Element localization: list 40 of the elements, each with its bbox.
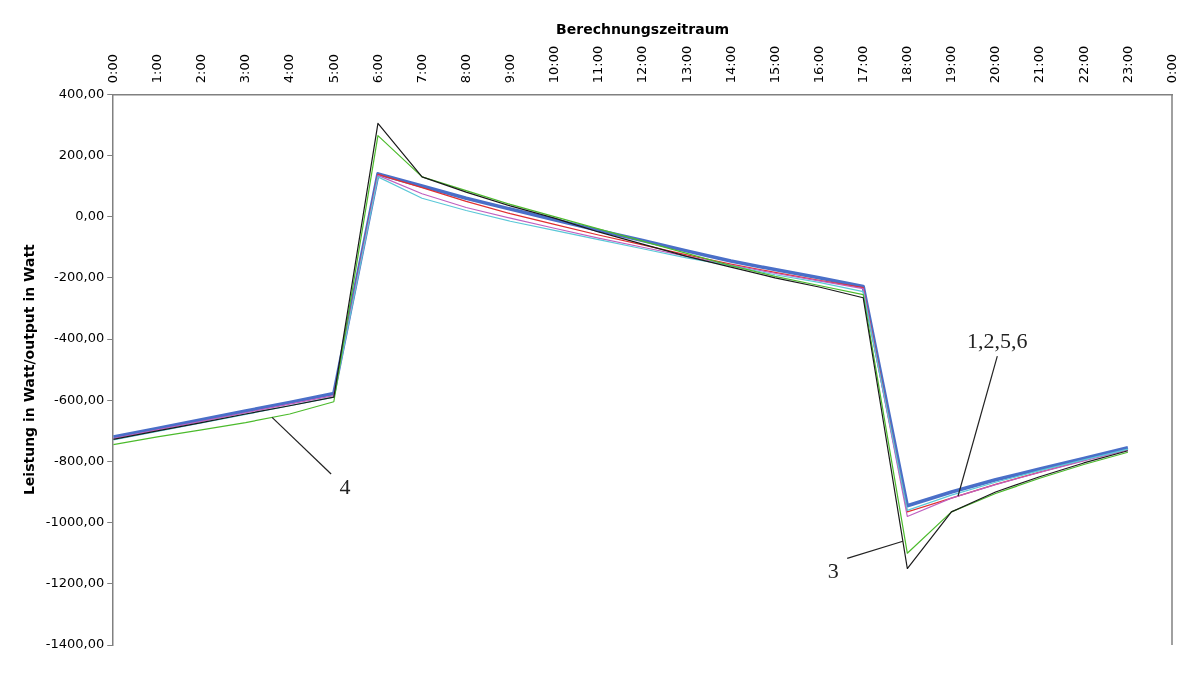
annotation: 4	[339, 473, 351, 499]
y-tick-label: -200,00	[54, 269, 105, 285]
x-tick-label: 17:00	[854, 45, 870, 84]
x-tick-label: 0:00	[105, 54, 121, 84]
x-tick-label: 7:00	[413, 54, 429, 84]
y-tick-label: 200,00	[58, 146, 105, 162]
x-tick-label: 16:00	[810, 45, 826, 84]
x-tick-label: 8:00	[457, 54, 473, 84]
x-tick-label: 6:00	[369, 54, 385, 84]
x-tick-label: 14:00	[722, 45, 738, 84]
x-tick-label: 19:00	[943, 45, 959, 84]
y-tick-label: -1400,00	[45, 636, 105, 652]
x-tick-label: 4:00	[281, 54, 297, 84]
x-tick-label: 3:00	[237, 54, 253, 84]
y-tick-label: -800,00	[54, 452, 105, 468]
x-tick-label: 5:00	[325, 54, 341, 84]
x-tick-label: 22:00	[1075, 45, 1091, 84]
y-tick-label: 0,00	[75, 208, 105, 224]
x-axis-title: Berechnungszeitraum	[556, 21, 730, 38]
x-tick-label: 23:00	[1119, 45, 1135, 84]
annotation: 3	[827, 558, 839, 584]
y-tick-label: -600,00	[54, 391, 105, 407]
x-tick-label: 21:00	[1031, 45, 1047, 84]
x-tick-label: 2:00	[193, 54, 209, 84]
x-tick-label: 9:00	[502, 54, 518, 84]
x-tick-label: 20:00	[987, 45, 1003, 84]
x-tick-label: 1:00	[149, 54, 165, 84]
y-axis-title: Leistung in Watt/output in Watt	[21, 243, 38, 496]
x-tick-label: 0:00	[1163, 54, 1179, 84]
y-tick-label: -1200,00	[45, 575, 105, 591]
x-tick-label: 15:00	[766, 45, 782, 84]
x-tick-label: 10:00	[546, 45, 562, 84]
y-tick-label: -1000,00	[45, 513, 105, 529]
x-tick-label: 18:00	[899, 45, 915, 84]
y-tick-label: 400,00	[58, 85, 105, 101]
x-tick-label: 12:00	[634, 45, 650, 84]
x-tick-label: 11:00	[590, 45, 606, 84]
x-tick-label: 13:00	[678, 45, 694, 84]
annotation: 1,2,5,6	[967, 327, 1028, 353]
y-tick-label: -400,00	[54, 330, 105, 346]
